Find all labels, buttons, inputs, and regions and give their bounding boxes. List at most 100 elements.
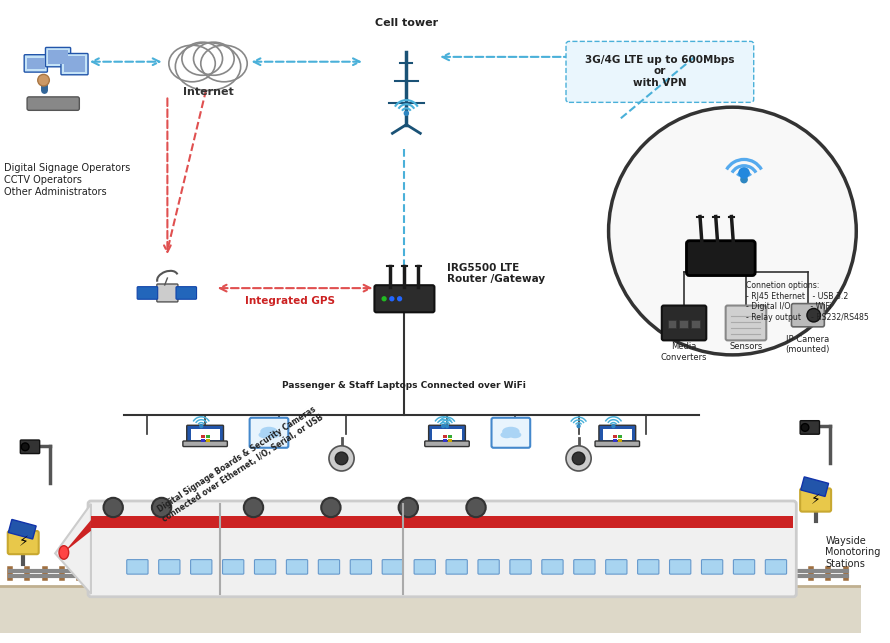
Ellipse shape (509, 431, 522, 439)
Circle shape (398, 297, 401, 301)
Circle shape (572, 452, 585, 465)
FancyBboxPatch shape (733, 559, 755, 574)
FancyBboxPatch shape (287, 559, 308, 574)
FancyBboxPatch shape (201, 439, 205, 442)
Polygon shape (55, 504, 91, 594)
FancyBboxPatch shape (20, 440, 40, 453)
Circle shape (807, 309, 821, 322)
FancyBboxPatch shape (800, 489, 831, 512)
Ellipse shape (260, 427, 278, 436)
FancyBboxPatch shape (725, 305, 766, 340)
FancyBboxPatch shape (619, 435, 622, 438)
Polygon shape (8, 520, 36, 539)
FancyBboxPatch shape (27, 97, 79, 111)
Text: Digital Signage Operators
CCTV Operators
Other Administrators: Digital Signage Operators CCTV Operators… (4, 163, 130, 197)
FancyBboxPatch shape (448, 439, 452, 442)
FancyBboxPatch shape (613, 439, 618, 442)
FancyBboxPatch shape (791, 303, 824, 327)
FancyBboxPatch shape (619, 439, 622, 442)
FancyBboxPatch shape (686, 240, 755, 276)
Text: Digital Signage Boards & Security Cameras
connected over Ethernet, I/O, Serial, : Digital Signage Boards & Security Camera… (155, 404, 325, 524)
FancyBboxPatch shape (137, 287, 158, 299)
Circle shape (382, 297, 386, 301)
FancyBboxPatch shape (446, 559, 467, 574)
Text: Internet: Internet (182, 87, 233, 96)
Circle shape (152, 498, 171, 517)
Text: IRG5500 LTE
Router /Gateway: IRG5500 LTE Router /Gateway (447, 263, 546, 284)
FancyBboxPatch shape (613, 435, 618, 438)
FancyBboxPatch shape (206, 439, 210, 442)
FancyBboxPatch shape (606, 559, 627, 574)
Circle shape (336, 452, 348, 465)
FancyBboxPatch shape (91, 516, 793, 528)
Circle shape (199, 424, 203, 428)
Circle shape (609, 107, 856, 355)
FancyBboxPatch shape (61, 53, 88, 75)
FancyBboxPatch shape (157, 284, 178, 302)
FancyBboxPatch shape (88, 501, 797, 597)
Circle shape (441, 424, 445, 428)
Ellipse shape (193, 42, 234, 75)
Circle shape (21, 443, 29, 451)
Ellipse shape (169, 45, 215, 82)
FancyBboxPatch shape (701, 559, 723, 574)
Circle shape (399, 498, 418, 517)
FancyBboxPatch shape (64, 57, 85, 72)
Circle shape (566, 446, 591, 471)
FancyBboxPatch shape (182, 441, 227, 446)
Circle shape (103, 498, 123, 517)
FancyBboxPatch shape (375, 285, 434, 312)
FancyBboxPatch shape (691, 320, 700, 328)
Circle shape (578, 425, 580, 428)
FancyBboxPatch shape (45, 48, 70, 67)
FancyBboxPatch shape (425, 441, 469, 446)
FancyBboxPatch shape (433, 429, 462, 440)
Circle shape (244, 498, 263, 517)
FancyBboxPatch shape (27, 58, 44, 69)
Text: 3G/4G LTE up to 600Mbps
or
with VPN: 3G/4G LTE up to 600Mbps or with VPN (585, 55, 734, 88)
Text: ⚡: ⚡ (811, 493, 821, 507)
FancyBboxPatch shape (599, 425, 635, 443)
Ellipse shape (175, 42, 240, 91)
FancyBboxPatch shape (222, 559, 244, 574)
FancyBboxPatch shape (382, 559, 403, 574)
Text: Integrated GPS: Integrated GPS (245, 296, 335, 305)
Ellipse shape (59, 546, 69, 559)
FancyBboxPatch shape (574, 559, 595, 574)
Circle shape (740, 176, 748, 183)
FancyBboxPatch shape (637, 559, 659, 574)
FancyBboxPatch shape (255, 559, 276, 574)
Circle shape (321, 498, 341, 517)
Ellipse shape (201, 45, 247, 82)
Ellipse shape (267, 431, 279, 439)
FancyBboxPatch shape (668, 320, 676, 328)
FancyBboxPatch shape (126, 559, 148, 574)
FancyBboxPatch shape (679, 320, 688, 328)
Circle shape (390, 297, 393, 301)
FancyBboxPatch shape (662, 305, 707, 340)
Circle shape (466, 498, 486, 517)
FancyBboxPatch shape (190, 559, 212, 574)
FancyBboxPatch shape (603, 429, 632, 440)
FancyBboxPatch shape (249, 418, 288, 448)
Text: Passenger & Staff Laptops Connected over WiFi: Passenger & Staff Laptops Connected over… (282, 381, 526, 390)
Polygon shape (64, 520, 91, 552)
FancyBboxPatch shape (48, 50, 68, 64)
FancyBboxPatch shape (478, 559, 499, 574)
FancyBboxPatch shape (429, 425, 465, 443)
Ellipse shape (182, 42, 222, 75)
FancyBboxPatch shape (800, 421, 820, 434)
FancyBboxPatch shape (566, 41, 754, 102)
Text: IP Camera
(mounted): IP Camera (mounted) (786, 334, 830, 354)
FancyBboxPatch shape (443, 439, 447, 442)
Circle shape (37, 75, 49, 86)
FancyBboxPatch shape (351, 559, 371, 574)
Circle shape (446, 425, 449, 428)
FancyBboxPatch shape (24, 55, 47, 72)
FancyBboxPatch shape (319, 559, 340, 574)
FancyBboxPatch shape (669, 559, 691, 574)
Ellipse shape (502, 427, 520, 436)
FancyBboxPatch shape (510, 559, 531, 574)
FancyBboxPatch shape (765, 559, 787, 574)
Circle shape (738, 167, 750, 179)
